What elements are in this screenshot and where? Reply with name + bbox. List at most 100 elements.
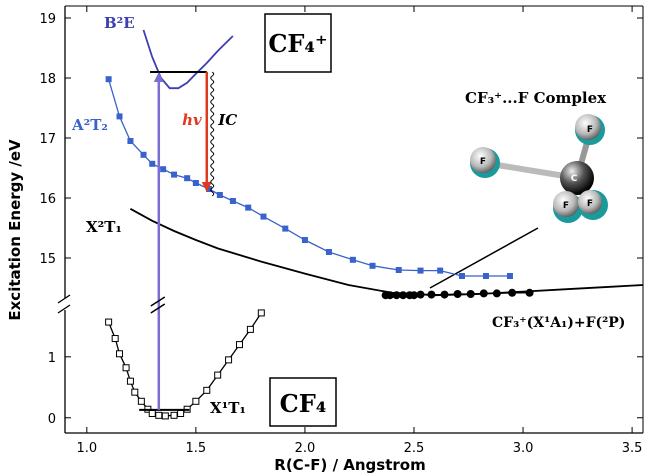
- marker: [508, 288, 517, 297]
- marker: [395, 267, 402, 273]
- marker: [417, 267, 424, 274]
- series-label: X¹T₁: [210, 399, 246, 417]
- x-tick-label: 2.0: [295, 441, 316, 456]
- marker: [385, 291, 394, 300]
- marker: [246, 325, 254, 333]
- arrow-head: [201, 182, 212, 192]
- panel-label: CF₄⁺: [268, 29, 327, 58]
- pointer-line: [429, 227, 539, 289]
- marker: [235, 341, 243, 349]
- marker: [482, 273, 489, 279]
- marker: [525, 288, 534, 297]
- atom: [553, 191, 579, 217]
- marker: [458, 273, 465, 279]
- marker: [105, 76, 112, 83]
- series-label: X²T₁: [86, 218, 122, 236]
- marker: [349, 256, 356, 263]
- marker: [229, 198, 236, 204]
- marker: [171, 171, 178, 178]
- y-axis-label: Excitation Energy /eV: [6, 139, 24, 321]
- x-tick-label: 2.5: [404, 441, 425, 456]
- marker: [116, 113, 123, 120]
- series-label: B²E: [104, 14, 135, 32]
- x-tick-label: 1.0: [76, 441, 97, 456]
- transition-label: IC: [217, 111, 237, 129]
- y-tick-label: 18: [39, 72, 56, 87]
- marker: [260, 213, 267, 220]
- atom: [575, 114, 601, 140]
- marker: [479, 289, 488, 298]
- axis-break: [57, 294, 71, 314]
- marker: [127, 138, 134, 144]
- arrow-head: [153, 72, 164, 82]
- label-box: [269, 377, 337, 427]
- ic-line: [210, 71, 215, 197]
- atom-label: F: [587, 199, 593, 209]
- marker: [257, 309, 265, 317]
- atom: [578, 190, 602, 214]
- atom: [470, 147, 496, 173]
- marker: [131, 388, 139, 396]
- label-box: [264, 13, 332, 73]
- panel-label: CF₄: [280, 389, 327, 418]
- atom-label: F: [480, 157, 486, 167]
- atom: [560, 161, 594, 195]
- molecule: F F C F F: [470, 114, 608, 223]
- marker: [492, 289, 501, 298]
- marker: [205, 186, 212, 192]
- marker: [416, 290, 425, 299]
- series-line: [142, 29, 234, 90]
- marker: [170, 411, 178, 419]
- annotation: CF₃⁺...F Complex: [465, 89, 607, 107]
- y-tick-label: 16: [39, 192, 56, 207]
- marker: [177, 409, 185, 417]
- marker: [225, 356, 233, 364]
- y-tick-label: 19: [39, 12, 56, 27]
- atom-label: F: [587, 125, 593, 135]
- y-tick-label: 17: [39, 132, 56, 147]
- y-tick-label: 1: [48, 351, 56, 366]
- marker: [392, 291, 401, 300]
- marker: [116, 350, 124, 358]
- series-label: CF₃⁺(X¹A₁)+F(²P): [492, 315, 625, 331]
- marker: [216, 192, 223, 198]
- marker: [192, 180, 199, 186]
- marker: [137, 397, 145, 405]
- marker: [203, 386, 211, 394]
- marker: [184, 175, 191, 182]
- marker: [453, 290, 462, 298]
- marker: [126, 377, 134, 385]
- marker: [160, 166, 167, 173]
- marker: [325, 249, 332, 255]
- marker: [399, 291, 408, 300]
- atom-label: C: [571, 174, 578, 184]
- marker: [369, 262, 376, 269]
- marker: [409, 291, 418, 300]
- x-tick-label: 1.5: [186, 441, 207, 456]
- marker: [245, 204, 252, 211]
- x-tick-label: 3.5: [622, 441, 643, 456]
- marker: [506, 273, 513, 279]
- x-axis-label: R(C-F) / Angstrom: [274, 456, 425, 474]
- axis-break: [150, 296, 166, 314]
- marker: [440, 290, 449, 299]
- marker: [466, 290, 475, 298]
- marker: [149, 160, 156, 167]
- marker: [148, 409, 156, 417]
- marker: [214, 371, 222, 379]
- marker: [105, 318, 113, 326]
- y-tick-label: 0: [48, 412, 56, 427]
- x-tick-label: 3.0: [513, 441, 534, 456]
- series-line: [107, 79, 510, 277]
- marker: [192, 397, 200, 405]
- marker: [437, 267, 444, 274]
- series-label: A²T₂: [71, 116, 108, 134]
- marker: [427, 290, 436, 299]
- atom-label: F: [563, 201, 569, 211]
- y-tick-label: 15: [39, 252, 56, 267]
- marker: [140, 151, 147, 158]
- marker: [155, 411, 163, 419]
- marker: [301, 237, 308, 243]
- transition-label: hv: [182, 111, 202, 129]
